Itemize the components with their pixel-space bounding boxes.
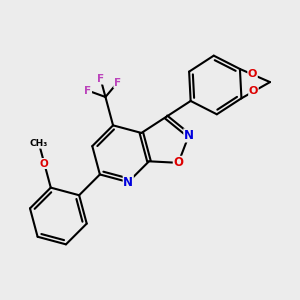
Text: O: O xyxy=(249,86,258,97)
Text: N: N xyxy=(123,176,133,189)
Text: CH₃: CH₃ xyxy=(30,139,48,148)
Text: N: N xyxy=(184,129,194,142)
Text: O: O xyxy=(40,158,49,169)
Text: F: F xyxy=(114,78,121,88)
Text: O: O xyxy=(173,156,183,169)
Text: O: O xyxy=(248,70,257,80)
Text: F: F xyxy=(97,74,104,84)
Text: F: F xyxy=(84,85,92,96)
